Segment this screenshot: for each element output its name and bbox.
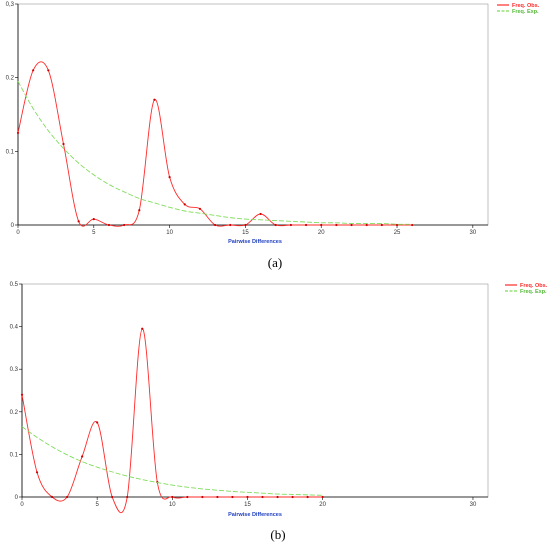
y-tick-label: 0.1 (6, 149, 15, 155)
x-tick-label: 15 (244, 502, 251, 508)
series-obs-line (17, 61, 413, 227)
x-tick-label: 10 (169, 502, 176, 508)
data-point (183, 203, 186, 206)
data-point (320, 223, 323, 227)
data-point (81, 455, 84, 458)
data-point (32, 69, 35, 72)
x-tick-label: 10 (166, 230, 173, 236)
data-point (16, 131, 20, 135)
data-point (35, 471, 39, 474)
x-tick-label: 30 (470, 502, 477, 508)
data-point (244, 223, 247, 227)
data-point (350, 223, 353, 227)
x-tick-label: 20 (319, 502, 326, 508)
data-point (107, 223, 111, 227)
x-tick-label: 20 (318, 230, 325, 236)
data-point (111, 495, 114, 499)
data-point (380, 223, 383, 227)
y-tick-label: 0,3 (6, 2, 15, 8)
data-point (411, 223, 414, 227)
data-point (259, 212, 262, 216)
data-point (276, 495, 279, 499)
data-point (261, 495, 264, 499)
data-point (171, 495, 174, 499)
data-point (365, 223, 368, 227)
data-point (77, 220, 80, 223)
x-tick-label: 5 (95, 502, 99, 508)
data-point (395, 223, 399, 227)
panel-caption-a: (a) (268, 255, 282, 270)
series-exp-line (21, 426, 323, 496)
data-point (291, 495, 294, 499)
data-point (141, 327, 144, 330)
data-point (201, 495, 204, 499)
legend-label-obs: Freq. Obs. (520, 283, 548, 289)
data-point (231, 495, 234, 499)
data-point (62, 142, 65, 146)
panel-caption-b: (b) (270, 527, 285, 542)
chart-panel-b: Freq. Obs. Freq. Exp. Pairwise Differenc… (10, 282, 548, 542)
legend-label-obs: Freq. Obs. (512, 3, 540, 9)
data-point (168, 176, 171, 179)
x-tick-label: 0 (16, 230, 20, 236)
data-point (198, 207, 202, 210)
data-point (126, 495, 129, 499)
x-tick-label: 25 (394, 230, 401, 236)
data-point (246, 495, 249, 499)
y-tick-label: 0.2 (10, 410, 19, 416)
data-point (92, 218, 95, 221)
y-tick-label: 0.3 (10, 367, 19, 373)
data-point (47, 69, 50, 72)
data-point (304, 223, 308, 227)
data-point (289, 223, 293, 227)
data-point (65, 495, 69, 499)
data-point (216, 495, 219, 499)
y-tick-label: 0.1 (10, 452, 19, 458)
chart-panel-a: Freq. Obs. Freq. Exp. Pairwise Differenc… (6, 2, 540, 270)
y-tick-label: 0 (15, 495, 19, 501)
x-axis-label: Pairwise Differences (228, 512, 282, 518)
data-point (153, 98, 156, 101)
data-point (186, 495, 189, 499)
x-tick-label: 15 (242, 230, 249, 236)
legend-label-exp: Freq. Exp. (512, 9, 539, 15)
y-tick-label: 0 (11, 223, 15, 229)
data-point (138, 209, 141, 212)
legend-label-exp: Freq. Exp. (520, 289, 547, 295)
data-point (229, 223, 232, 227)
data-point (321, 495, 324, 499)
data-point (274, 223, 277, 227)
x-tick-label: 5 (92, 230, 96, 236)
series-exp-line (17, 81, 413, 225)
data-point (335, 223, 338, 227)
y-tick-label: 0.4 (10, 325, 19, 331)
data-point (123, 223, 126, 227)
y-tick-label: 0.2 (6, 76, 15, 82)
data-point (20, 393, 24, 396)
data-point (50, 495, 54, 499)
plot-frame (17, 3, 489, 226)
data-point (306, 495, 309, 499)
data-point (96, 421, 99, 424)
data-point (213, 223, 217, 227)
series-obs-line (21, 328, 323, 514)
y-tick-label: 0.5 (10, 282, 19, 288)
x-tick-label: 0 (20, 502, 24, 508)
x-axis-label: Pairwise Differences (228, 239, 282, 245)
x-tick-label: 30 (469, 230, 476, 236)
